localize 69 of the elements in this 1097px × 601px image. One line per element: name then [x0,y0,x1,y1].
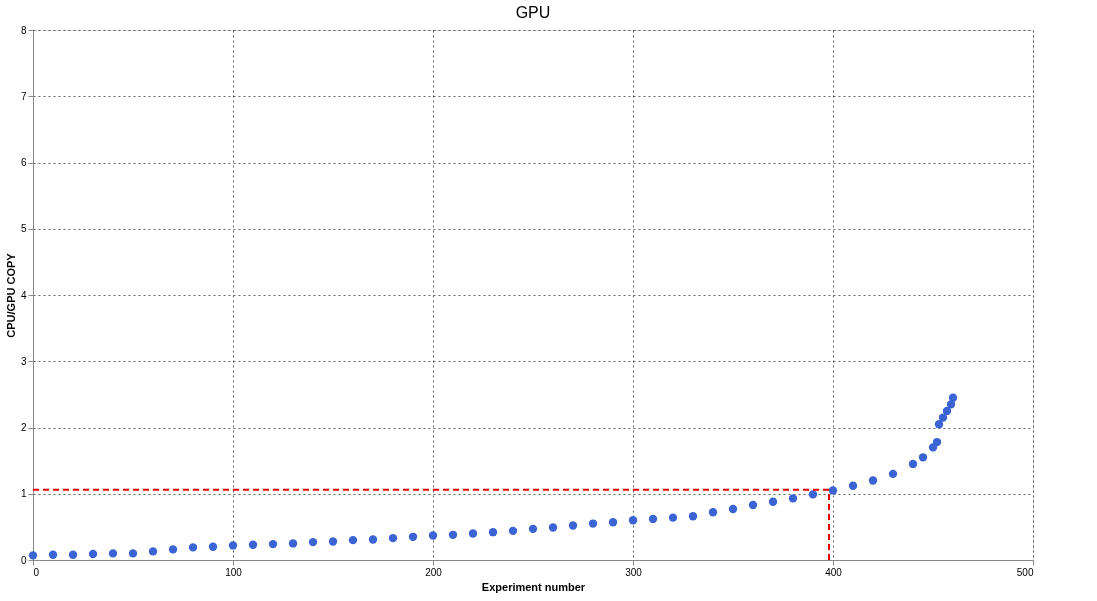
point [708,508,718,517]
point [168,545,178,554]
point [148,547,158,556]
y-tick-label: 0 [20,554,27,566]
point [788,494,798,503]
point [388,533,398,543]
point [268,539,278,549]
x-tick-label: 0 [33,566,40,578]
point [568,521,578,530]
point [328,537,338,546]
point [908,459,918,469]
point [288,539,298,548]
chart-title: GPU [515,4,551,21]
point [488,528,498,537]
point [918,453,928,462]
point [408,532,418,541]
point [934,420,944,429]
point [428,531,438,540]
point [468,529,478,538]
x-tick-label: 500 [1016,566,1034,578]
y-tick-label: 1 [20,488,27,500]
point [688,512,698,521]
x-tick-label: 400 [825,566,843,578]
point [868,476,878,485]
point [548,523,558,532]
point [508,526,518,536]
x-tick-label: 100 [225,566,243,578]
x-tick-label: 200 [425,566,443,578]
point [728,504,738,514]
point [188,543,198,552]
point [628,516,638,525]
y-tick-label: 2 [20,422,27,433]
point [932,437,942,447]
y-tick-label: 5 [20,223,27,235]
point [68,550,78,559]
point [48,550,58,559]
point [828,486,838,495]
point [608,518,618,527]
point [348,535,358,545]
x-tick-label: 300 [625,566,643,578]
point [528,524,538,534]
point [648,514,658,524]
point [368,535,378,544]
point [928,443,938,452]
point [948,393,958,402]
point [108,549,118,558]
point [768,497,778,506]
point [228,541,238,550]
y-tick-label: 4 [20,289,27,301]
x-axis-title: Experiment number [481,580,586,593]
point [938,413,948,422]
y-axis-title: CPU/GPU COPY [4,252,17,338]
point [888,469,898,479]
point [588,519,598,528]
point [128,549,138,558]
point [248,540,258,549]
y-tick-label: 8 [20,24,27,36]
point [668,513,678,522]
y-tick-label: 3 [20,355,27,367]
point [208,542,218,551]
point [88,549,98,559]
point [308,537,318,547]
point [808,490,818,499]
point [942,406,952,416]
y-tick-label: 7 [20,90,27,102]
y-tick-label: 6 [20,157,27,168]
point [748,500,758,510]
point [848,481,858,490]
point [448,530,458,539]
